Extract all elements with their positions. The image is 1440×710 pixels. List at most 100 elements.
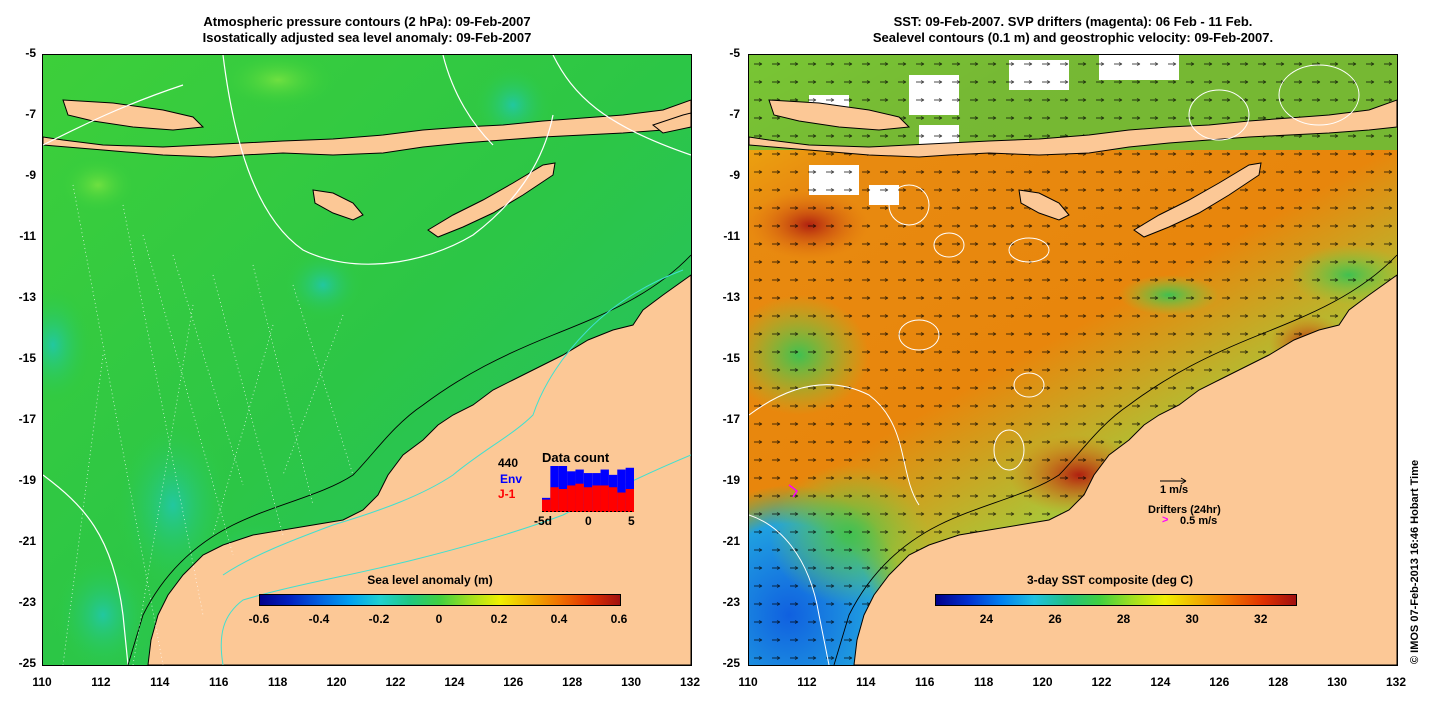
velocity-scale-label: 1 m/s	[1160, 484, 1189, 496]
indonesian-islands	[749, 99, 1397, 158]
colorbar-tick-label: 0.4	[550, 612, 568, 626]
sumba-island	[312, 189, 364, 221]
colorbar-tick-label: 0	[435, 612, 443, 626]
x-tick-label: 118	[267, 675, 288, 689]
pressure-contour	[442, 55, 494, 146]
bathymetry-contour	[222, 269, 684, 576]
left-colorbar-title: Sea level anomaly (m)	[367, 573, 493, 587]
timor-island	[427, 162, 556, 238]
x-tick-label: 114	[150, 675, 170, 689]
left-map-canvas	[43, 55, 691, 665]
y-tick-label: -7	[729, 107, 740, 121]
x-tick-label: 110	[32, 675, 52, 689]
inset-xlabel: 0	[585, 514, 592, 528]
sla-high-blob	[218, 55, 338, 110]
inset-count: 440	[498, 456, 519, 470]
y-tick-label: -25	[18, 656, 36, 670]
y-tick-label: -13	[18, 290, 36, 304]
j1-count-bar	[550, 487, 559, 512]
y-tick-label: -5	[25, 46, 36, 60]
right-title-line1: SST: 09-Feb-2007. SVP drifters (magenta)…	[893, 14, 1253, 29]
y-tick-label: -17	[18, 412, 36, 426]
x-tick-label: 116	[915, 675, 935, 689]
y-tick-label: -11	[19, 229, 36, 243]
right-map-title: SST: 09-Feb-2007. SVP drifters (magenta)…	[748, 14, 1398, 46]
australia-landmass	[853, 274, 1397, 665]
right-map-panel	[748, 54, 1398, 666]
inset-title: Data count	[542, 450, 610, 465]
pressure-contour	[43, 84, 184, 146]
y-tick-label: -7	[25, 107, 36, 121]
copyright-notice: © IMOS 07-Feb-2013 16:46 Hobart Time	[1409, 459, 1421, 664]
j1-count-bar	[600, 485, 609, 512]
x-tick-label: 122	[385, 675, 406, 689]
y-tick-label: -5	[729, 46, 740, 60]
java-island	[651, 112, 691, 134]
j1-count-bar	[592, 485, 601, 512]
y-tick-label: -13	[722, 290, 740, 304]
colorbar-tick-label: 24	[979, 612, 994, 626]
inset-xlabel: -5d	[534, 514, 552, 528]
x-tick-label: 124	[1150, 675, 1171, 689]
right-map-canvas	[749, 55, 1397, 665]
bathymetry-contour	[833, 254, 1397, 665]
satellite-tracks	[62, 184, 354, 665]
x-tick-label: 126	[503, 675, 524, 689]
pressure-contour	[43, 474, 129, 665]
bathymetry-contour	[127, 254, 691, 665]
right-colorbar-title: 3-day SST composite (deg C)	[1026, 573, 1194, 587]
y-tick-label: -25	[722, 656, 740, 670]
y-tick-label: -11	[723, 229, 740, 243]
y-tick-label: -15	[722, 351, 740, 365]
data-count-inset: 440 Env J-1 Data count -5d 0 5	[494, 450, 644, 530]
y-tick-label: -23	[18, 595, 36, 609]
inset-j1-label: J-1	[498, 487, 516, 501]
left-colorbar	[259, 594, 621, 606]
x-tick-label: 132	[1385, 675, 1407, 689]
sla-low-blob	[283, 250, 363, 320]
j1-count-bar	[583, 487, 593, 512]
indonesian-islands	[43, 99, 691, 158]
left-map-title: Atmospheric pressure contours (2 hPa): 0…	[42, 14, 692, 46]
x-tick-label: 118	[973, 675, 994, 689]
x-tick-label: 116	[209, 675, 229, 689]
sumba-island	[1018, 189, 1070, 221]
sla-low-blob	[43, 285, 93, 405]
colorbar-tick-label: -0.2	[368, 612, 390, 626]
x-tick-label: 110	[738, 675, 758, 689]
j1-count-bar	[542, 499, 551, 512]
pressure-contour	[552, 55, 691, 156]
y-tick-label: -15	[18, 351, 36, 365]
colorbar-tick-label: 30	[1185, 612, 1199, 626]
j1-count-bar	[625, 489, 634, 512]
x-tick-label: 128	[562, 675, 583, 689]
x-tick-label: 112	[91, 675, 111, 689]
java-island	[62, 99, 205, 131]
x-tick-label: 120	[1032, 675, 1053, 689]
j1-count-bar	[558, 489, 568, 512]
x-tick-label: 122	[1091, 675, 1112, 689]
left-map-panel	[42, 54, 692, 666]
drifters-label: Drifters (24hr)	[1148, 504, 1221, 516]
sla-low-blob	[53, 555, 153, 665]
y-tick-label: -9	[25, 168, 36, 182]
y-tick-label: -21	[18, 534, 36, 548]
left-title-line2: Isostatically adjusted sea level anomaly…	[202, 30, 532, 45]
colorbar-tick-label: -0.6	[248, 612, 270, 626]
colorbar-tick-label: 0.2	[490, 612, 508, 626]
y-tick-label: -21	[722, 534, 740, 548]
drifter-marker-icon: >	[1162, 514, 1169, 526]
y-tick-label: -23	[722, 595, 740, 609]
x-tick-label: 126	[1209, 675, 1230, 689]
timor-island	[1133, 162, 1262, 238]
right-title-line2: Sealevel contours (0.1 m) and geostrophi…	[872, 30, 1274, 45]
y-tick-label: -9	[729, 168, 740, 182]
x-tick-label: 128	[1268, 675, 1289, 689]
colorbar-tick-label: 28	[1116, 612, 1131, 626]
x-tick-label: 130	[621, 675, 642, 689]
inset-xlabel: 5	[628, 514, 635, 528]
j1-count-bar	[608, 487, 618, 512]
y-tick-label: -19	[18, 473, 36, 487]
right-colorbar	[935, 594, 1297, 606]
x-tick-label: 112	[797, 675, 817, 689]
